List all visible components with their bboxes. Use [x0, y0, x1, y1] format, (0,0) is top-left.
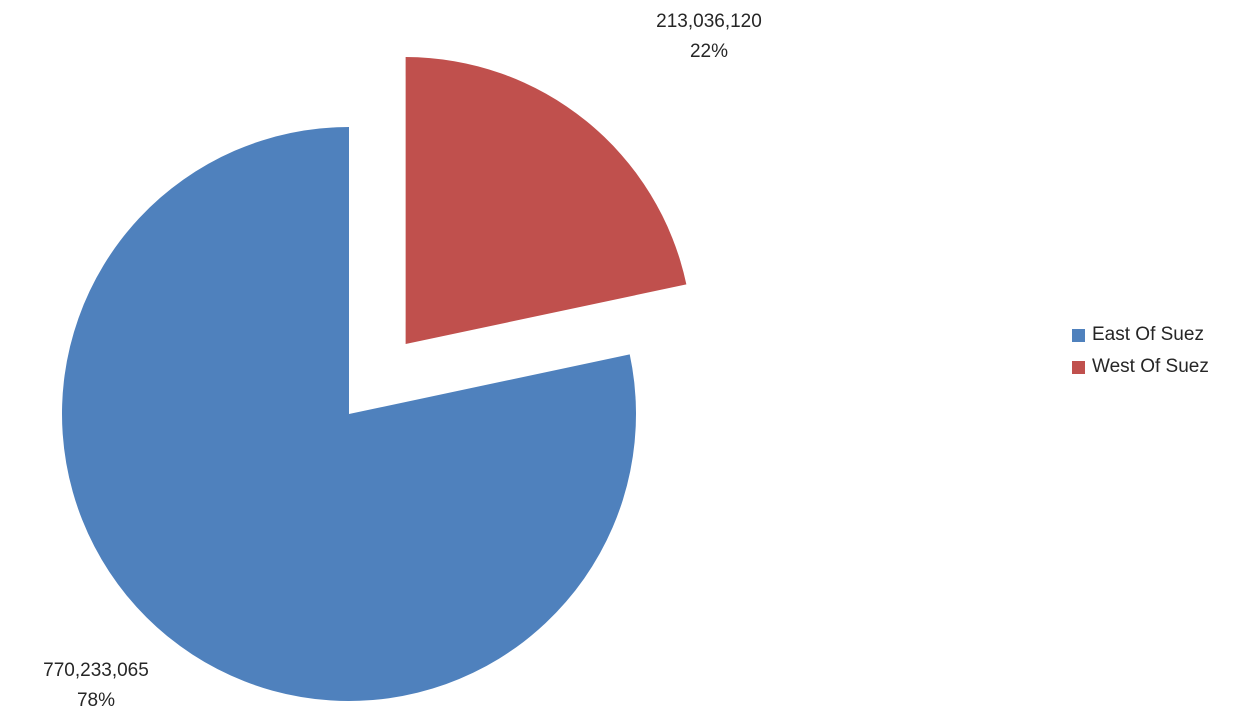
- data-label-value-west-of-suez: 213,036,120: [656, 11, 762, 32]
- data-label-value-east-of-suez: 770,233,065: [43, 660, 149, 681]
- legend-label-east: East Of Suez: [1092, 324, 1204, 345]
- pie-slices: [61, 57, 687, 701]
- legend-swatch-east: [1072, 328, 1085, 342]
- pie-slice-east-of-suez: [61, 127, 637, 701]
- legend-item-east: East Of Suez: [1072, 319, 1209, 351]
- legend: East Of Suez West Of Suez: [1072, 319, 1209, 383]
- data-labels: 770,233,065 78% 213,036,120 22%: [43, 11, 762, 711]
- pie-slice-west-of-suez: [405, 57, 687, 345]
- data-label-percent-east-of-suez: 78%: [77, 690, 115, 711]
- legend-swatch-west: [1072, 360, 1085, 374]
- legend-item-west: West Of Suez: [1072, 351, 1209, 383]
- legend-label-west: West Of Suez: [1092, 356, 1209, 377]
- data-label-percent-west-of-suez: 22%: [690, 41, 728, 62]
